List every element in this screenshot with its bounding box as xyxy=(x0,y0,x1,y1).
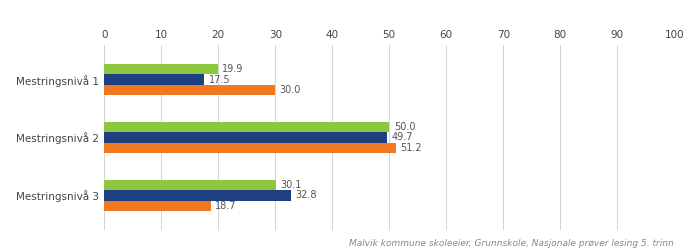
Bar xyxy=(104,180,276,190)
Bar xyxy=(104,143,396,153)
Bar xyxy=(104,200,211,211)
Bar xyxy=(104,190,291,200)
Text: 50.0: 50.0 xyxy=(394,122,415,132)
Legend: 2007-08, 2008-09, 2009-10: 2007-08, 2008-09, 2009-10 xyxy=(335,0,580,6)
Text: 49.7: 49.7 xyxy=(392,132,414,142)
Text: 17.5: 17.5 xyxy=(208,75,230,85)
Text: 30.0: 30.0 xyxy=(280,85,301,95)
Bar xyxy=(104,122,389,132)
Bar xyxy=(104,74,204,85)
Text: Malvik kommune skoleeier, Grunnskole, Nasjonale prøver lesing 5. trinn: Malvik kommune skoleeier, Grunnskole, Na… xyxy=(350,238,674,248)
Bar xyxy=(104,64,218,74)
Text: 51.2: 51.2 xyxy=(400,143,423,153)
Text: 19.9: 19.9 xyxy=(222,64,243,74)
Text: 18.7: 18.7 xyxy=(215,201,237,211)
Text: 32.8: 32.8 xyxy=(296,190,317,200)
Bar xyxy=(104,85,275,95)
Text: 30.1: 30.1 xyxy=(280,180,302,190)
Bar xyxy=(104,132,388,143)
